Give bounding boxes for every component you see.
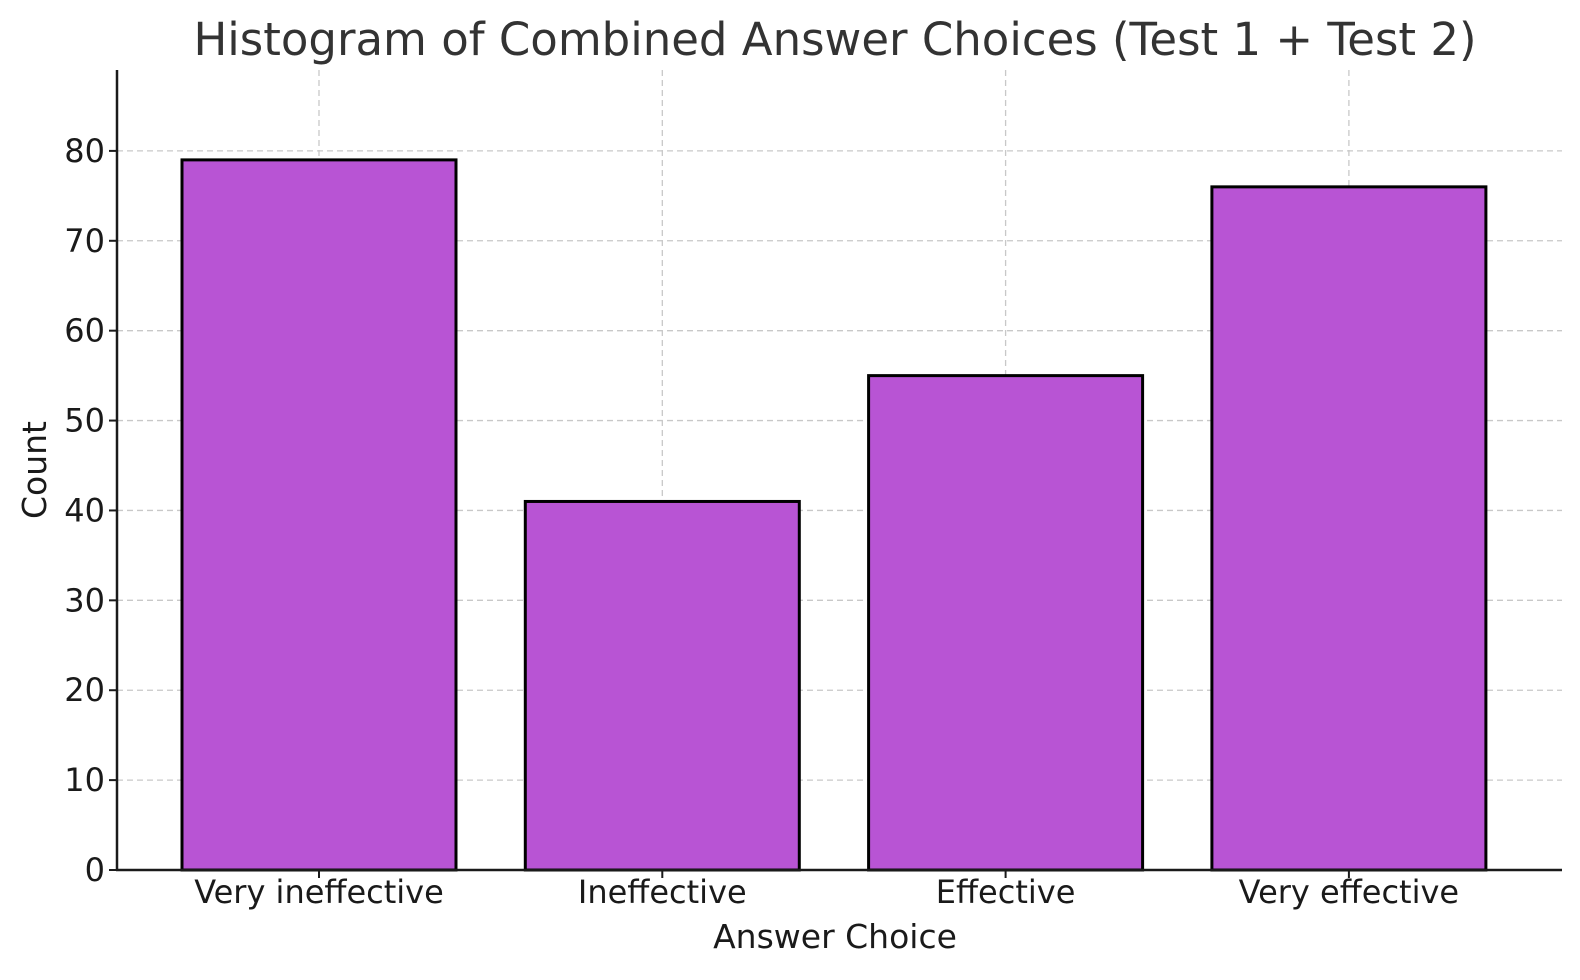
y-tick-label: 60 bbox=[64, 312, 105, 350]
x-tick-label: Effective bbox=[936, 873, 1076, 911]
x-tick-label: Very ineffective bbox=[194, 873, 444, 911]
y-tick-label: 20 bbox=[64, 671, 105, 709]
y-tick-label: 40 bbox=[64, 491, 105, 529]
y-ticks: 0 10 20 30 40 50 60 70 80 bbox=[64, 132, 117, 889]
y-tick-label: 10 bbox=[64, 761, 105, 799]
y-tick-label: 50 bbox=[64, 402, 105, 440]
y-tick-label: 80 bbox=[64, 132, 105, 170]
bar-very-effective bbox=[1210, 185, 1488, 872]
bar-very-ineffective bbox=[180, 158, 458, 872]
axes bbox=[115, 70, 1562, 872]
y-tick-label: 0 bbox=[85, 851, 105, 889]
x-tick-label: Very effective bbox=[1239, 873, 1459, 911]
bar-ineffective bbox=[523, 499, 801, 872]
y-tick-label: 70 bbox=[64, 222, 105, 260]
y-tick-label: 30 bbox=[64, 581, 105, 619]
x-axis-label: Answer Choice bbox=[713, 917, 957, 956]
bar-effective bbox=[867, 374, 1145, 872]
y-axis-label: Count bbox=[15, 421, 54, 519]
x-tick-label: Ineffective bbox=[578, 873, 747, 911]
x-ticks: Very ineffective Ineffective Effective Very… bbox=[194, 870, 1459, 911]
bars bbox=[180, 158, 1488, 872]
chart-title: Histogram of Combined Answer Choices (Te… bbox=[193, 13, 1476, 66]
